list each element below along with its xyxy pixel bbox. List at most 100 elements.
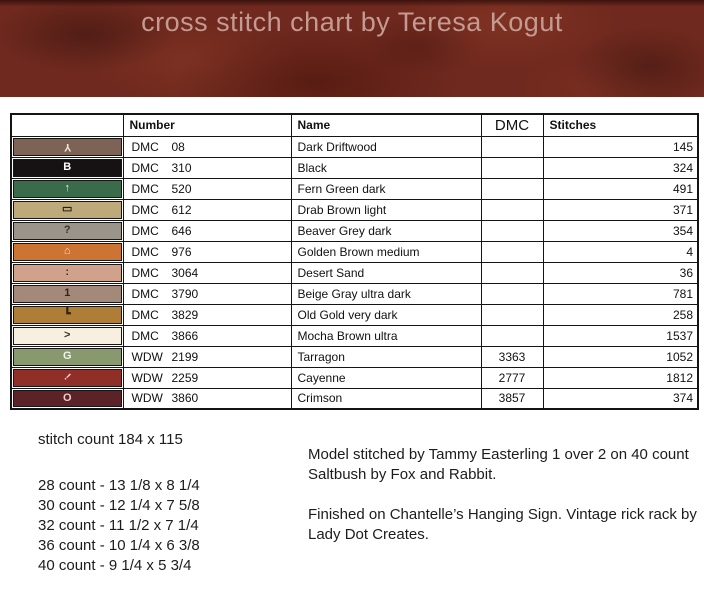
model-notes-block: Model stitched by Tammy Easterling 1 ove… — [308, 445, 704, 545]
table-row: ? DMC 646 Beaver Grey dark 354 — [10, 219, 699, 242]
thread-code: 520 — [171, 181, 192, 196]
stitch-count-cell: 258 — [542, 303, 699, 326]
table-row: G WDW 2199 Tarragon 3363 1052 — [10, 345, 699, 368]
column-header-stitches: Stitches — [542, 113, 699, 137]
thread-name-cell: Crimson — [290, 387, 482, 410]
color-swatch: ! — [13, 368, 122, 387]
color-swatch: ┗ — [13, 305, 122, 324]
dmc-equivalent-cell: 3857 — [480, 387, 544, 410]
fabric-size-line: 36 count - 10 1/4 x 6 3/8 — [38, 537, 200, 554]
thread-code: 310 — [171, 160, 192, 175]
thread-code: 976 — [171, 244, 192, 259]
thread-name-cell: Desert Sand — [290, 261, 482, 284]
stitch-symbol-icon: ┗ — [63, 308, 71, 320]
color-swatch: B — [13, 158, 122, 177]
thread-number-cell: DMC 3790 — [122, 282, 292, 305]
thread-brand: WDW — [131, 370, 163, 385]
stitch-symbol-icon: O — [62, 391, 72, 404]
thread-number-cell: DMC 3829 — [122, 303, 292, 326]
dmc-equivalent-cell — [480, 282, 544, 305]
dmc-equivalent-cell — [480, 303, 544, 326]
thread-brand: DMC — [131, 139, 159, 154]
thread-brand: DMC — [131, 307, 159, 322]
stitch-count-cell: 324 — [542, 156, 699, 179]
page-title: cross stitch chart by Teresa Kogut — [141, 7, 563, 37]
stitch-count-cell: 1812 — [542, 366, 699, 389]
thread-number-cell: DMC 976 — [122, 240, 292, 263]
stitch-symbol-icon: G — [62, 350, 72, 362]
color-swatch: O — [13, 389, 122, 407]
thread-name-cell: Dark Driftwood — [290, 135, 482, 158]
thread-code: 3860 — [171, 391, 199, 406]
dmc-equivalent-cell — [480, 198, 544, 221]
stitch-symbol-icon: Y — [63, 141, 71, 153]
dmc-equivalent-cell — [480, 240, 544, 263]
thread-number-cell: DMC 520 — [122, 177, 292, 200]
column-header-number: Number — [122, 113, 292, 137]
thread-name-cell: Black — [290, 156, 482, 179]
model-note-1: Model stitched by Tammy Easterling 1 ove… — [308, 446, 689, 483]
thread-name-cell: Cayenne — [290, 366, 482, 389]
column-header-name: Name — [290, 113, 482, 137]
thread-code: 3829 — [171, 307, 199, 322]
fabric-size-list: 28 count - 13 1/8 x 8 1/4 30 count - 12 1… — [38, 476, 200, 576]
stitch-count-block: stitch count 184 x 115 28 count - 13 1/8… — [38, 430, 200, 576]
dmc-equivalent-cell: 2777 — [480, 366, 544, 389]
dmc-equivalent-cell: 3363 — [480, 345, 544, 368]
dmc-equivalent-cell — [480, 177, 544, 200]
stitch-count-cell: 1537 — [542, 324, 699, 347]
stitch-symbol-icon: : — [65, 266, 70, 278]
table-row: > DMC 3866 Mocha Brown ultra 1537 — [10, 324, 699, 347]
header-banner: cross stitch chart by Teresa Kogut — [0, 0, 704, 97]
stitch-count-cell: 374 — [542, 387, 699, 410]
thread-name-cell: Mocha Brown ultra — [290, 324, 482, 347]
thread-name-cell: Golden Brown medium — [290, 240, 482, 263]
table-row: Y DMC 08 Dark Driftwood 145 — [10, 135, 699, 158]
thread-brand: DMC — [131, 328, 159, 343]
color-swatch: ▭ — [13, 200, 122, 219]
color-swatch: ⌂ — [13, 242, 122, 261]
thread-brand: WDW — [131, 391, 163, 406]
dmc-equivalent-cell — [480, 261, 544, 284]
thread-number-cell: DMC 08 — [122, 135, 292, 158]
column-header-dmc: DMC — [480, 113, 544, 137]
thread-brand: DMC — [131, 202, 159, 217]
thread-brand: DMC — [131, 244, 159, 259]
stitch-symbol-icon: ↑ — [64, 182, 71, 194]
stitch-symbol-icon: ▭ — [62, 203, 73, 215]
dmc-equivalent-cell — [480, 135, 544, 158]
stitch-count-cell: 354 — [542, 219, 699, 242]
table-header-row: Number Name DMC Stitches — [10, 113, 699, 137]
color-swatch: G — [13, 347, 122, 366]
stitch-symbol-icon: ⌂ — [63, 245, 71, 257]
stitch-symbol-icon: 1 — [64, 287, 71, 299]
color-swatch: ↑ — [13, 179, 122, 198]
thread-code: 2199 — [171, 349, 199, 364]
thread-name-cell: Old Gold very dark — [290, 303, 482, 326]
table-row: ↑ DMC 520 Fern Green dark 491 — [10, 177, 699, 200]
thread-brand: WDW — [131, 349, 163, 364]
stitch-count-cell: 1052 — [542, 345, 699, 368]
thread-name-cell: Fern Green dark — [290, 177, 482, 200]
thread-name-cell: Beaver Grey dark — [290, 219, 482, 242]
thread-number-cell: DMC 646 — [122, 219, 292, 242]
table-row: ⌂ DMC 976 Golden Brown medium 4 — [10, 240, 699, 263]
stitch-count-cell: 371 — [542, 198, 699, 221]
stitch-count-cell: 145 — [542, 135, 699, 158]
fabric-size-line: 32 count - 11 1/2 x 7 1/4 — [38, 517, 199, 534]
table-row: : DMC 3064 Desert Sand 36 — [10, 261, 699, 284]
stitch-count-cell: 36 — [542, 261, 699, 284]
thread-number-cell: DMC 310 — [122, 156, 292, 179]
thread-brand: DMC — [131, 223, 159, 238]
thread-code: 612 — [171, 202, 192, 217]
thread-code: 3866 — [171, 328, 199, 343]
thread-number-cell: WDW 3860 — [122, 387, 292, 410]
thread-brand: DMC — [131, 265, 159, 280]
color-swatch: Y — [13, 137, 122, 156]
stitch-count-cell: 491 — [542, 177, 699, 200]
thread-name-cell: Drab Brown light — [290, 198, 482, 221]
color-swatch: : — [13, 263, 122, 282]
color-swatch: > — [13, 326, 122, 345]
stitch-symbol-icon: ? — [63, 224, 71, 236]
stitch-count-cell: 781 — [542, 282, 699, 305]
